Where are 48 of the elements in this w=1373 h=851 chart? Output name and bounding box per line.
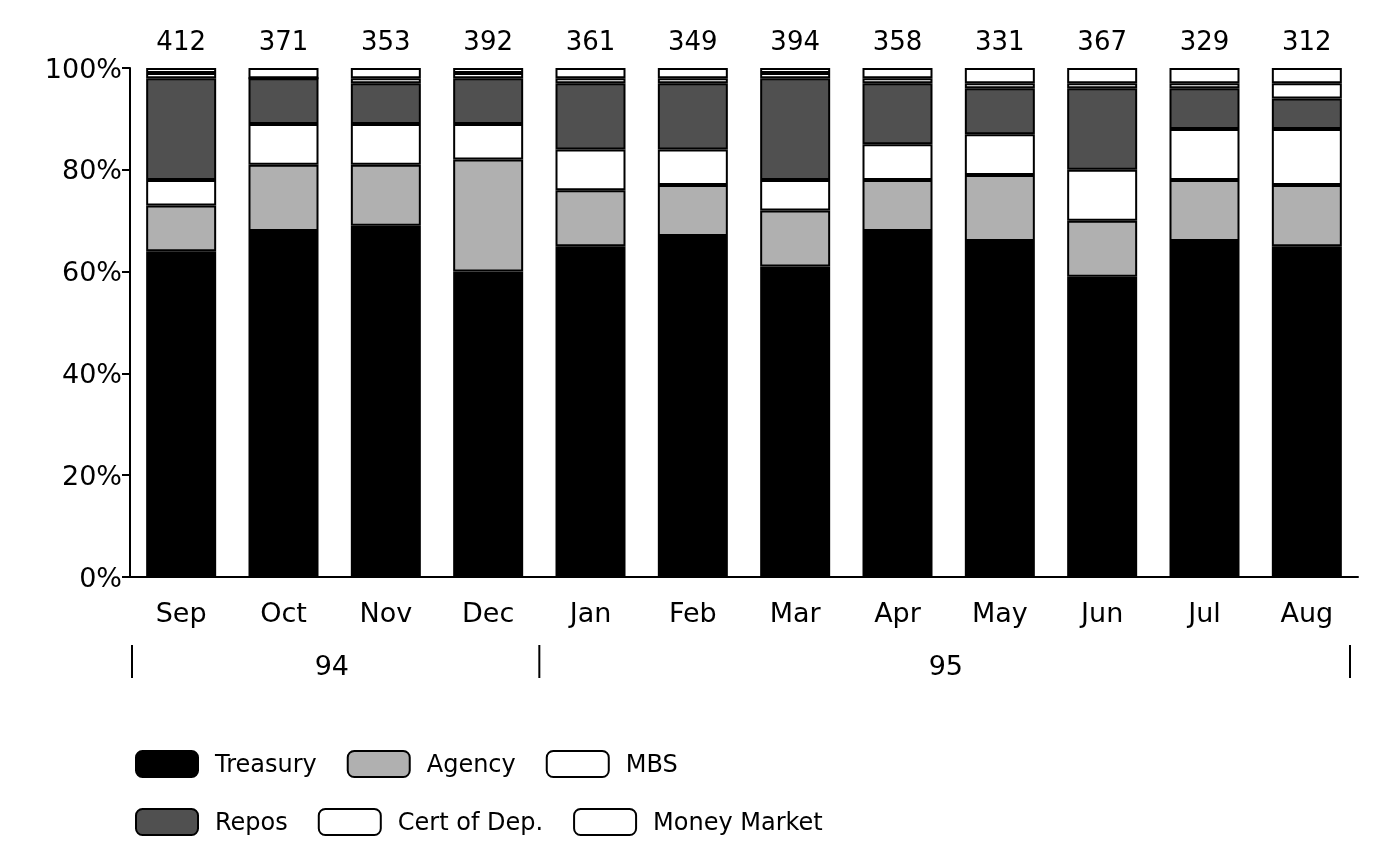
y-tick-label: 100% — [44, 52, 122, 84]
bar — [1067, 68, 1138, 84]
bar — [1169, 68, 1240, 84]
x-tick-label: Nov — [359, 597, 413, 628]
annotation: 392 — [463, 26, 513, 56]
legend-label: Money Market — [653, 808, 823, 836]
legend-label: Cert of Dep. — [397, 808, 544, 836]
x-tick-label: Oct — [260, 597, 307, 628]
annotation: 349 — [668, 26, 718, 56]
bar — [657, 68, 728, 79]
annotation: 412 — [156, 26, 206, 56]
legend-label: Agency — [426, 750, 516, 778]
annotation: 361 — [565, 26, 616, 56]
bar — [862, 68, 933, 79]
x-tick-label: Jan — [567, 597, 612, 628]
annotation: 312 — [1282, 26, 1332, 56]
x-tick-label: Dec — [462, 597, 515, 628]
y-tick-label: 20% — [61, 459, 122, 491]
x-tick-label: Mar — [769, 597, 822, 628]
annotation: 358 — [872, 26, 923, 56]
bar — [964, 68, 1035, 84]
bar — [453, 68, 524, 74]
x-tick-label: Jun — [1079, 597, 1124, 628]
y-tick-label: 0% — [79, 561, 122, 593]
bar — [146, 68, 217, 74]
x-tick-label: Sep — [155, 597, 207, 628]
y-tick-label: 40% — [61, 357, 122, 389]
annotation: 331 — [975, 26, 1025, 56]
bar — [350, 68, 421, 79]
x-tick-label: Feb — [668, 597, 717, 628]
annotation: 329 — [1179, 26, 1230, 56]
text: 94 — [314, 650, 350, 681]
legend-label: Treasury — [214, 750, 317, 778]
x-tick-label: May — [971, 597, 1028, 628]
legend-label: MBS — [625, 750, 678, 778]
y-tick-label: 60% — [61, 256, 122, 288]
bar — [555, 68, 626, 79]
legend-label: Repos — [215, 808, 288, 836]
bar — [760, 68, 831, 74]
text: 95 — [928, 650, 964, 681]
x-tick-label: Apr — [874, 597, 922, 628]
y-tick-label: 80% — [61, 154, 122, 186]
annotation: 371 — [258, 26, 309, 56]
annotation: 367 — [1077, 26, 1127, 56]
annotation: 394 — [770, 26, 820, 56]
x-tick-label: Aug — [1280, 597, 1334, 628]
annotation: 353 — [361, 26, 411, 56]
x-tick-label: Jul — [1186, 597, 1221, 628]
